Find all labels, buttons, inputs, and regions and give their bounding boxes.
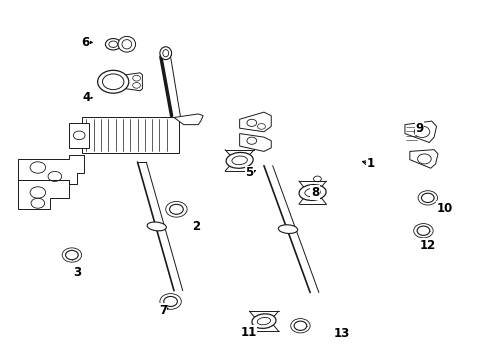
Polygon shape [239, 134, 271, 152]
Ellipse shape [225, 152, 253, 168]
Circle shape [65, 250, 78, 260]
Text: 8: 8 [310, 186, 319, 199]
Polygon shape [239, 112, 271, 132]
Text: 12: 12 [419, 239, 435, 252]
Text: 4: 4 [82, 91, 90, 104]
Polygon shape [19, 180, 69, 208]
Text: 10: 10 [436, 202, 452, 215]
Polygon shape [122, 73, 142, 91]
Ellipse shape [278, 225, 297, 234]
Text: 6: 6 [81, 36, 89, 49]
Polygon shape [69, 123, 89, 148]
Circle shape [293, 321, 306, 330]
Text: 2: 2 [191, 220, 200, 233]
Text: 5: 5 [245, 166, 253, 179]
Polygon shape [81, 117, 179, 153]
Circle shape [163, 296, 177, 306]
Ellipse shape [118, 36, 135, 52]
Text: 9: 9 [415, 122, 423, 135]
Text: 13: 13 [333, 327, 349, 340]
Circle shape [98, 70, 128, 93]
Text: 11: 11 [240, 326, 256, 339]
Text: 7: 7 [159, 304, 166, 317]
Ellipse shape [147, 222, 166, 231]
Ellipse shape [251, 314, 275, 328]
Circle shape [105, 39, 121, 50]
Text: 3: 3 [73, 266, 81, 279]
Ellipse shape [160, 47, 171, 60]
Ellipse shape [299, 185, 325, 201]
Circle shape [169, 204, 183, 214]
Polygon shape [404, 121, 436, 143]
Polygon shape [409, 150, 437, 168]
Polygon shape [19, 155, 84, 184]
Circle shape [421, 193, 433, 203]
Circle shape [416, 226, 429, 235]
Text: 1: 1 [366, 157, 374, 170]
Polygon shape [174, 114, 203, 125]
